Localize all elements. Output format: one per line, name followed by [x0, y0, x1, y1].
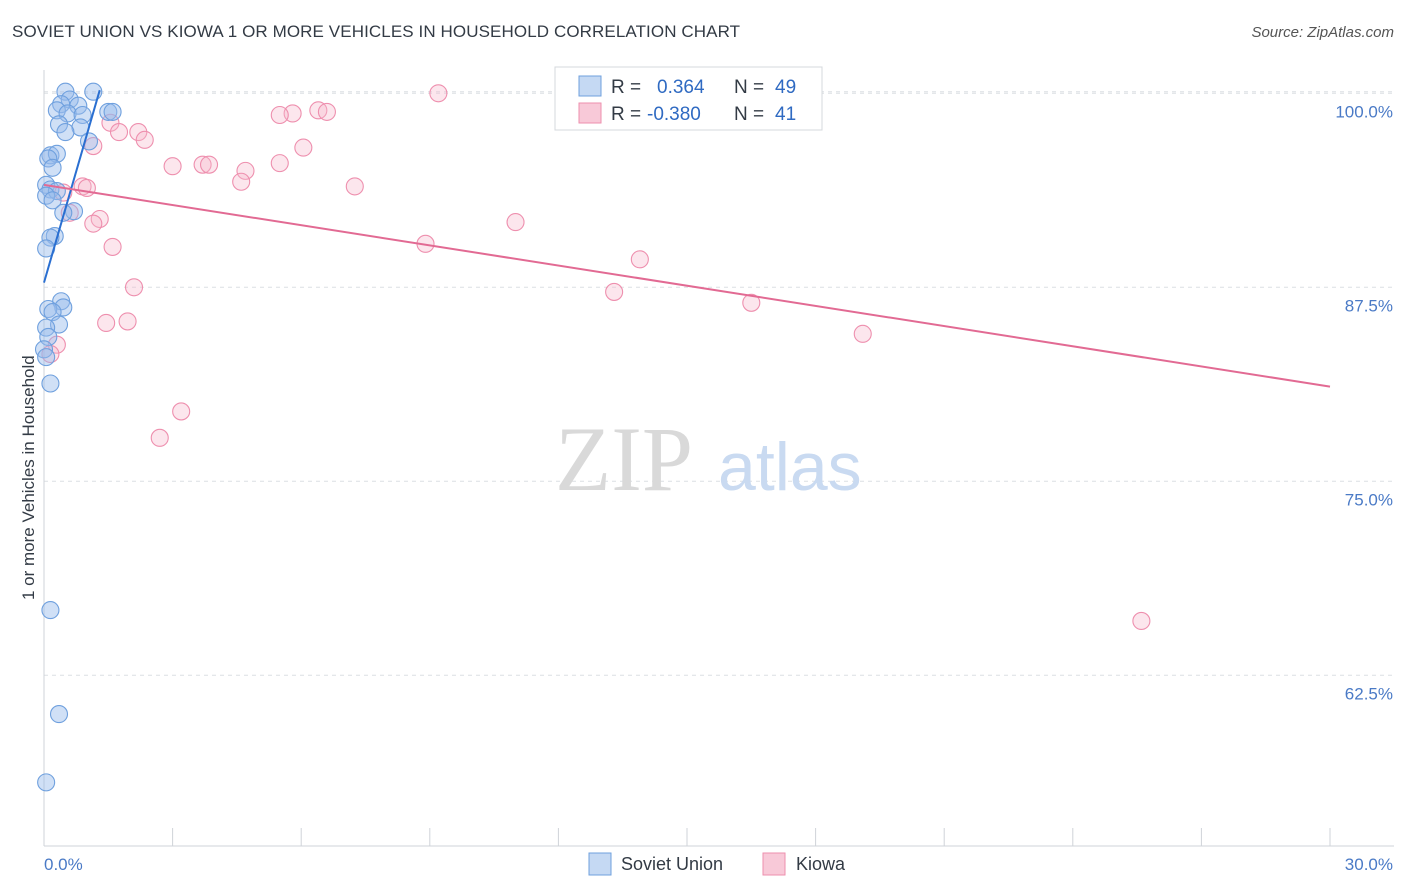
kiowa-point: [193, 155, 212, 174]
soviet-union-point: [37, 186, 56, 205]
legend-r-value-2: -0.380: [647, 104, 701, 125]
kiowa-point: [135, 130, 154, 149]
watermark-zip: ZIP: [555, 408, 693, 510]
kiowa-point: [77, 178, 96, 198]
soviet-union-point: [39, 149, 58, 168]
kiowa-point: [853, 324, 872, 343]
bottom-legend-label-soviet-union: Soviet Union: [621, 854, 723, 874]
y-axis-label: 1 or more Vehicles in Household: [19, 355, 38, 600]
kiowa-trend-line: [43, 183, 1331, 388]
soviet-union-point: [37, 348, 56, 367]
chart-title: SOVIET UNION VS KIOWA 1 OR MORE VEHICLES…: [12, 22, 741, 41]
soviet-union-point: [56, 123, 75, 142]
legend-swatch-soviet-union: [578, 75, 602, 97]
soviet-union-point: [41, 601, 60, 620]
kiowa-point: [172, 402, 191, 421]
kiowa-point: [270, 105, 289, 125]
soviet-union-point: [54, 298, 73, 317]
kiowa-point: [199, 155, 219, 174]
x-tick-labels: 0.0% 30.0%: [44, 855, 1393, 874]
legend-n-label-1: N =: [734, 77, 764, 98]
kiowa-point: [270, 154, 289, 173]
kiowa-point: [118, 312, 137, 331]
legend-r-label-1: R =: [611, 77, 641, 98]
kiowa-point: [630, 250, 649, 269]
kiowa-point: [124, 278, 144, 297]
y-tick-label: 87.5%: [1345, 296, 1393, 315]
kiowa-point: [84, 214, 103, 233]
x-tick-label-start: 0.0%: [44, 855, 83, 874]
soviet-union-point: [99, 102, 118, 121]
kiowa-point: [317, 102, 336, 121]
soviet-union-point: [47, 101, 66, 120]
legend-r-label-2: R =: [611, 104, 641, 125]
watermark-atlas: atlas: [718, 429, 862, 505]
soviet-union-point: [41, 374, 60, 393]
soviet-union-point: [79, 132, 99, 151]
kiowa-points: [41, 84, 1151, 631]
bottom-legend: Soviet Union Kiowa: [588, 852, 846, 876]
bottom-legend-swatch-soviet-union: [588, 852, 612, 876]
legend-n-label-2: N =: [734, 104, 764, 125]
kiowa-point: [506, 213, 525, 232]
x-tick-label-end: 30.0%: [1345, 855, 1393, 874]
kiowa-point: [742, 293, 761, 312]
kiowa-point: [1132, 611, 1151, 631]
soviet-union-trend-line: [43, 89, 101, 283]
bottom-legend-label-kiowa: Kiowa: [796, 854, 846, 874]
kiowa-point: [605, 282, 624, 301]
kiowa-point: [294, 138, 313, 157]
kiowa-point: [232, 172, 251, 191]
soviet-union-point: [43, 158, 62, 177]
kiowa-point: [103, 237, 122, 256]
kiowa-point: [97, 313, 116, 333]
kiowa-point: [429, 84, 448, 103]
kiowa-point: [90, 209, 109, 229]
soviet-union-point: [41, 228, 60, 247]
watermark: ZIP atlas: [555, 408, 862, 510]
trend-lines: [43, 89, 1331, 388]
y-tick-label: 100.0%: [1335, 102, 1393, 121]
legend-n-value-2: 41: [775, 104, 796, 125]
soviet-union-points: [34, 82, 122, 792]
y-tick-labels: 62.5% 75.0% 87.5% 100.0%: [1335, 102, 1393, 703]
y-tick-label: 62.5%: [1345, 684, 1393, 703]
kiowa-point: [150, 428, 169, 447]
bottom-legend-swatch-kiowa: [762, 852, 786, 876]
soviet-union-point: [47, 144, 66, 163]
soviet-union-point: [43, 191, 62, 210]
kiowa-point: [236, 161, 255, 180]
soviet-union-point: [37, 773, 56, 792]
kiowa-point: [109, 123, 129, 142]
legend: R = 0.364 N = 49 R = -0.380 N = 41: [554, 66, 823, 131]
kiowa-point: [163, 157, 182, 176]
legend-n-value-1: 49: [775, 77, 796, 98]
chart-source: Source: ZipAtlas.com: [1251, 24, 1394, 41]
kiowa-point: [345, 177, 364, 196]
soviet-union-point: [49, 705, 69, 724]
legend-swatch-kiowa: [578, 102, 602, 124]
x-minor-ticks: [172, 828, 1331, 846]
soviet-union-point: [103, 102, 122, 121]
y-tick-label: 75.0%: [1345, 490, 1393, 509]
legend-r-value-1: 0.364: [657, 77, 705, 98]
